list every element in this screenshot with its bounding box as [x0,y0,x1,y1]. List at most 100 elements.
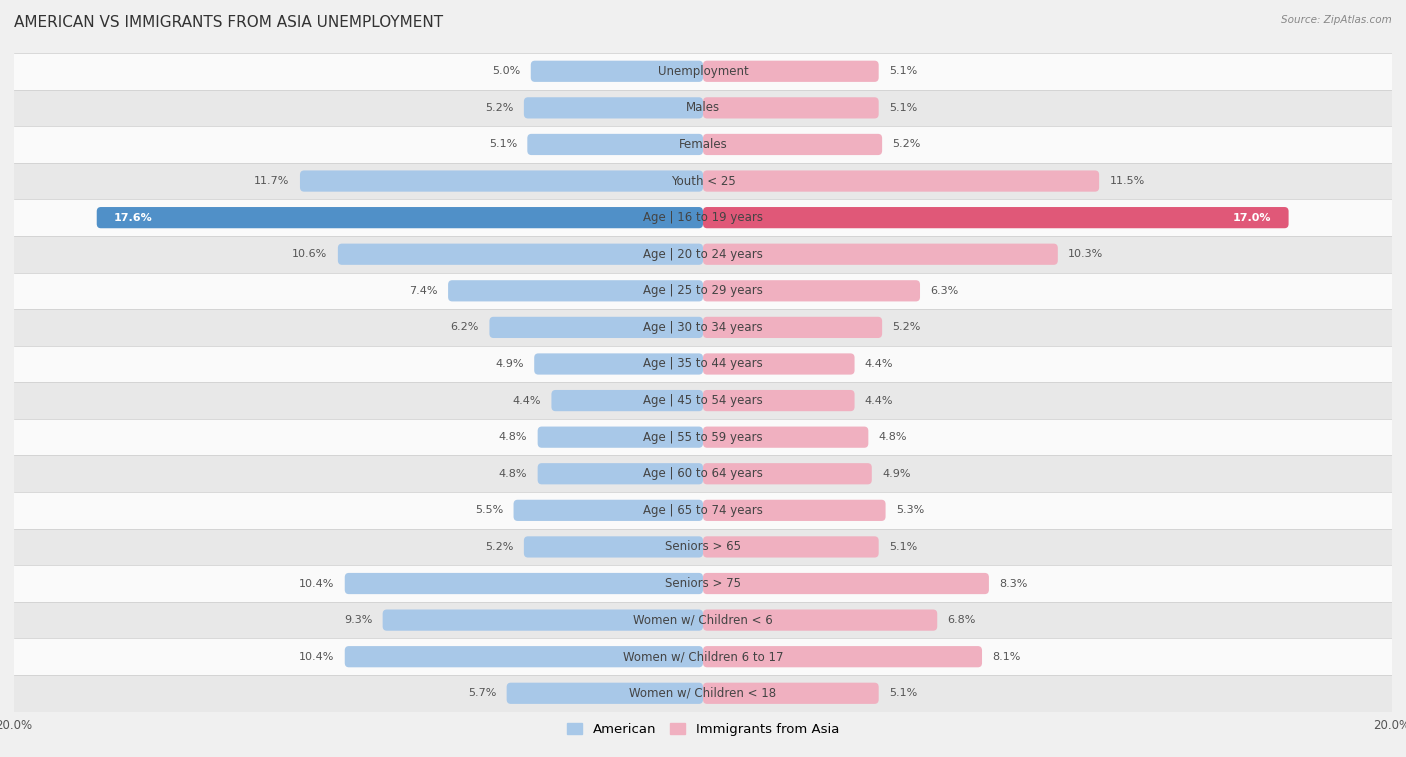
Text: 6.2%: 6.2% [451,322,479,332]
FancyBboxPatch shape [703,573,988,594]
Bar [14,309,1392,346]
FancyBboxPatch shape [506,683,703,704]
Text: 4.4%: 4.4% [865,359,893,369]
FancyBboxPatch shape [703,390,855,411]
Text: 4.4%: 4.4% [513,396,541,406]
Text: Age | 60 to 64 years: Age | 60 to 64 years [643,467,763,480]
FancyBboxPatch shape [527,134,703,155]
Text: 5.3%: 5.3% [896,506,924,516]
Bar [14,456,1392,492]
FancyBboxPatch shape [703,646,981,668]
Text: 5.2%: 5.2% [485,103,513,113]
FancyBboxPatch shape [703,500,886,521]
Text: 5.1%: 5.1% [889,67,917,76]
FancyBboxPatch shape [703,207,1289,229]
FancyBboxPatch shape [344,646,703,668]
Text: Age | 55 to 59 years: Age | 55 to 59 years [643,431,763,444]
Bar [14,53,1392,89]
Text: 5.1%: 5.1% [489,139,517,149]
FancyBboxPatch shape [703,683,879,704]
FancyBboxPatch shape [97,207,703,229]
Text: Males: Males [686,101,720,114]
Legend: American, Immigrants from Asia: American, Immigrants from Asia [561,718,845,741]
Text: 4.8%: 4.8% [499,469,527,478]
Text: 5.1%: 5.1% [889,688,917,698]
Text: 6.8%: 6.8% [948,615,976,625]
FancyBboxPatch shape [449,280,703,301]
Text: 10.4%: 10.4% [299,652,335,662]
Text: 10.4%: 10.4% [299,578,335,588]
Text: Seniors > 65: Seniors > 65 [665,540,741,553]
Text: 7.4%: 7.4% [409,286,437,296]
Text: 5.2%: 5.2% [893,139,921,149]
Bar [14,492,1392,528]
Text: 5.2%: 5.2% [485,542,513,552]
Text: AMERICAN VS IMMIGRANTS FROM ASIA UNEMPLOYMENT: AMERICAN VS IMMIGRANTS FROM ASIA UNEMPLO… [14,15,443,30]
FancyBboxPatch shape [299,170,703,192]
Text: 5.7%: 5.7% [468,688,496,698]
Text: 4.9%: 4.9% [495,359,524,369]
Bar [14,199,1392,236]
Text: Females: Females [679,138,727,151]
Text: 8.1%: 8.1% [993,652,1021,662]
FancyBboxPatch shape [703,170,1099,192]
Bar [14,346,1392,382]
Bar [14,565,1392,602]
Bar [14,528,1392,565]
FancyBboxPatch shape [703,354,855,375]
FancyBboxPatch shape [337,244,703,265]
FancyBboxPatch shape [703,280,920,301]
Text: Unemployment: Unemployment [658,65,748,78]
FancyBboxPatch shape [703,244,1057,265]
FancyBboxPatch shape [537,426,703,448]
Text: 5.1%: 5.1% [889,103,917,113]
Text: Age | 16 to 19 years: Age | 16 to 19 years [643,211,763,224]
FancyBboxPatch shape [382,609,703,631]
Text: Women w/ Children < 6: Women w/ Children < 6 [633,614,773,627]
Text: Source: ZipAtlas.com: Source: ZipAtlas.com [1281,15,1392,25]
FancyBboxPatch shape [524,97,703,119]
Text: 5.2%: 5.2% [893,322,921,332]
Text: Age | 65 to 74 years: Age | 65 to 74 years [643,504,763,517]
Text: 9.3%: 9.3% [344,615,373,625]
Bar [14,382,1392,419]
FancyBboxPatch shape [534,354,703,375]
Text: 10.6%: 10.6% [292,249,328,259]
Text: 11.7%: 11.7% [254,176,290,186]
FancyBboxPatch shape [703,609,938,631]
Bar [14,602,1392,638]
Text: 6.3%: 6.3% [931,286,959,296]
Text: 4.4%: 4.4% [865,396,893,406]
Text: Seniors > 75: Seniors > 75 [665,577,741,590]
Text: 4.8%: 4.8% [879,432,907,442]
Text: Age | 35 to 44 years: Age | 35 to 44 years [643,357,763,370]
FancyBboxPatch shape [524,536,703,558]
Bar [14,89,1392,126]
FancyBboxPatch shape [344,573,703,594]
FancyBboxPatch shape [703,463,872,484]
FancyBboxPatch shape [537,463,703,484]
Text: 8.3%: 8.3% [1000,578,1028,588]
Text: 4.8%: 4.8% [499,432,527,442]
FancyBboxPatch shape [703,134,882,155]
Bar [14,126,1392,163]
FancyBboxPatch shape [703,316,882,338]
Text: Women w/ Children < 18: Women w/ Children < 18 [630,687,776,699]
FancyBboxPatch shape [703,97,879,119]
Text: Age | 20 to 24 years: Age | 20 to 24 years [643,248,763,260]
Text: Age | 30 to 34 years: Age | 30 to 34 years [643,321,763,334]
Text: 17.6%: 17.6% [114,213,153,223]
Text: 10.3%: 10.3% [1069,249,1104,259]
Text: 5.1%: 5.1% [889,542,917,552]
Bar [14,419,1392,456]
Bar [14,236,1392,273]
Text: Youth < 25: Youth < 25 [671,175,735,188]
Text: Women w/ Children 6 to 17: Women w/ Children 6 to 17 [623,650,783,663]
FancyBboxPatch shape [513,500,703,521]
FancyBboxPatch shape [531,61,703,82]
Text: 17.0%: 17.0% [1233,213,1271,223]
Bar [14,638,1392,675]
Bar [14,675,1392,712]
FancyBboxPatch shape [703,536,879,558]
Text: 5.5%: 5.5% [475,506,503,516]
